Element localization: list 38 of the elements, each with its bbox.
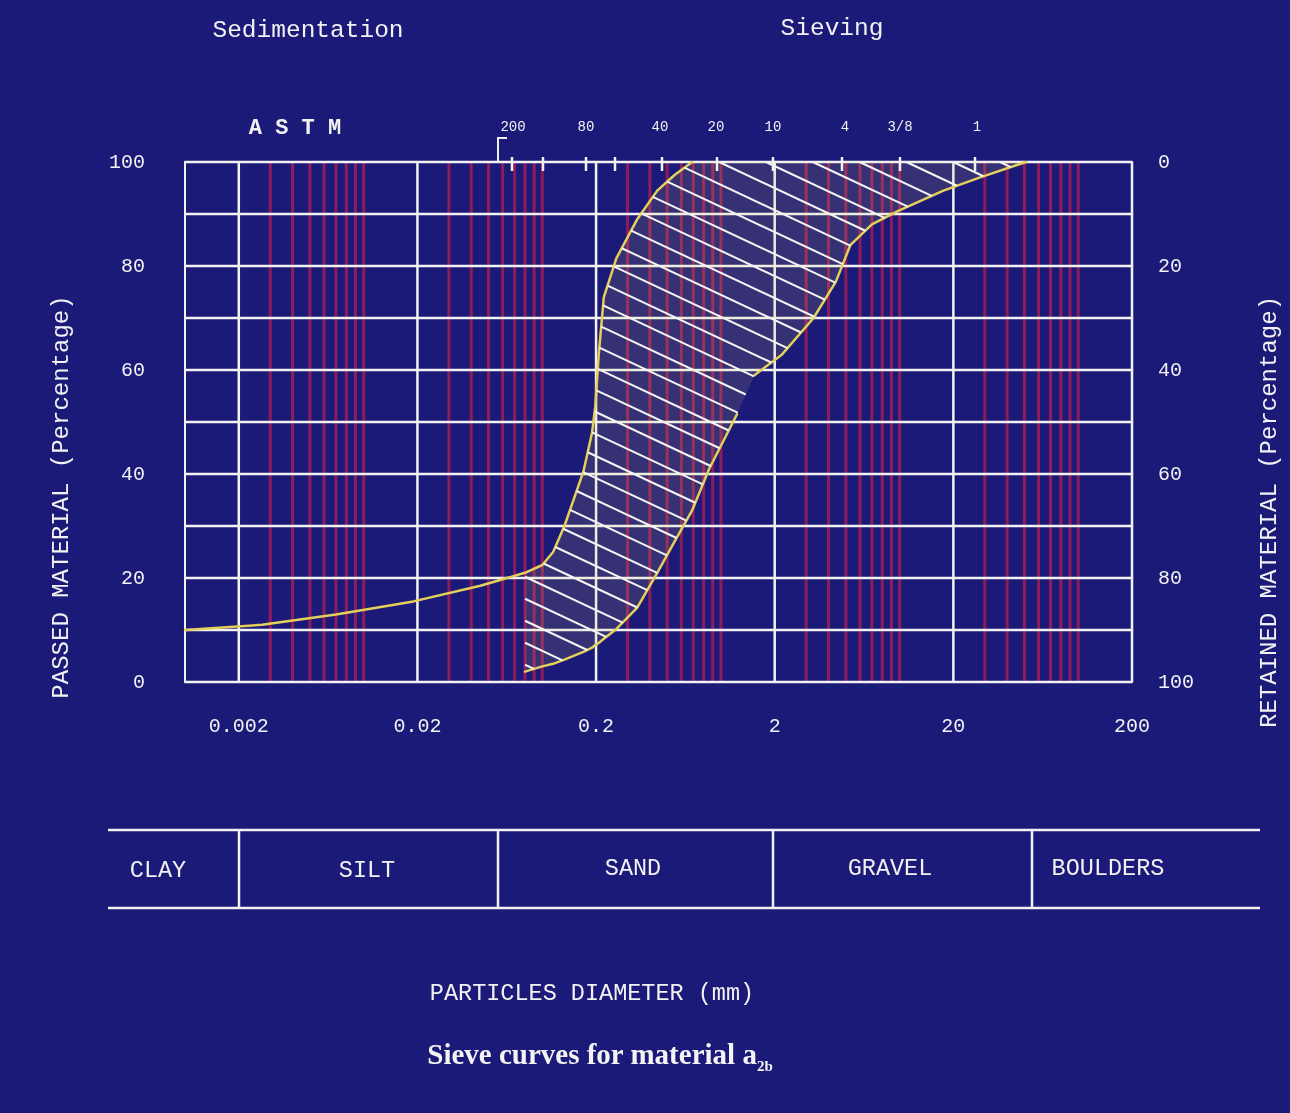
x-tick-label: 0.02 [393,714,442,738]
text: 20 [707,119,725,135]
y2-tick-label: 0 [1158,150,1171,174]
x-tick-label: 0.2 [578,714,615,738]
y-tick-label: 0 [132,670,145,694]
text: 200 [500,119,526,135]
y2-tick-label: 60 [1158,462,1183,486]
x-tick-label: 200 [1113,714,1151,738]
x-tick-label: 2 [768,714,781,738]
text: BOULDERS [1051,854,1165,882]
y2-tick-label: 80 [1158,566,1183,590]
y-tick-label: 40 [120,462,145,486]
text: SILT [338,856,396,884]
text: 4 [840,119,850,135]
text: PARTICLES DIAMETER (mm) [429,979,755,1007]
text: 3/8 [887,119,913,135]
text: Sieving [780,14,884,42]
text: Sieve curves for material a$_{2b}$ [426,1038,774,1075]
text: Sedimentation [212,16,404,44]
x-tick-label: 0.002 [208,714,269,738]
text: 10 [764,119,782,135]
text: CLAY [129,856,187,884]
text: GRAVEL [847,854,933,882]
y-tick-label: 80 [120,254,145,278]
y-tick-label: 20 [120,566,145,590]
text: A S T M [248,115,342,141]
y2-tick-label: 100 [1158,670,1195,694]
y2-tick-label: 20 [1158,254,1183,278]
text: 40 [651,119,669,135]
x-tick-label: 20 [941,714,966,738]
y-axis-title: PASSED MATERIAL (Percentage) [47,295,75,699]
y2-tick-label: 40 [1158,358,1183,382]
text: SAND [604,854,662,882]
y-tick-label: 100 [108,150,145,174]
text: 80 [577,119,595,135]
y2-axis-title: RETAINED MATERIAL (Percentage) [1255,295,1283,729]
text: 1 [972,119,982,135]
y-tick-label: 60 [120,358,145,382]
